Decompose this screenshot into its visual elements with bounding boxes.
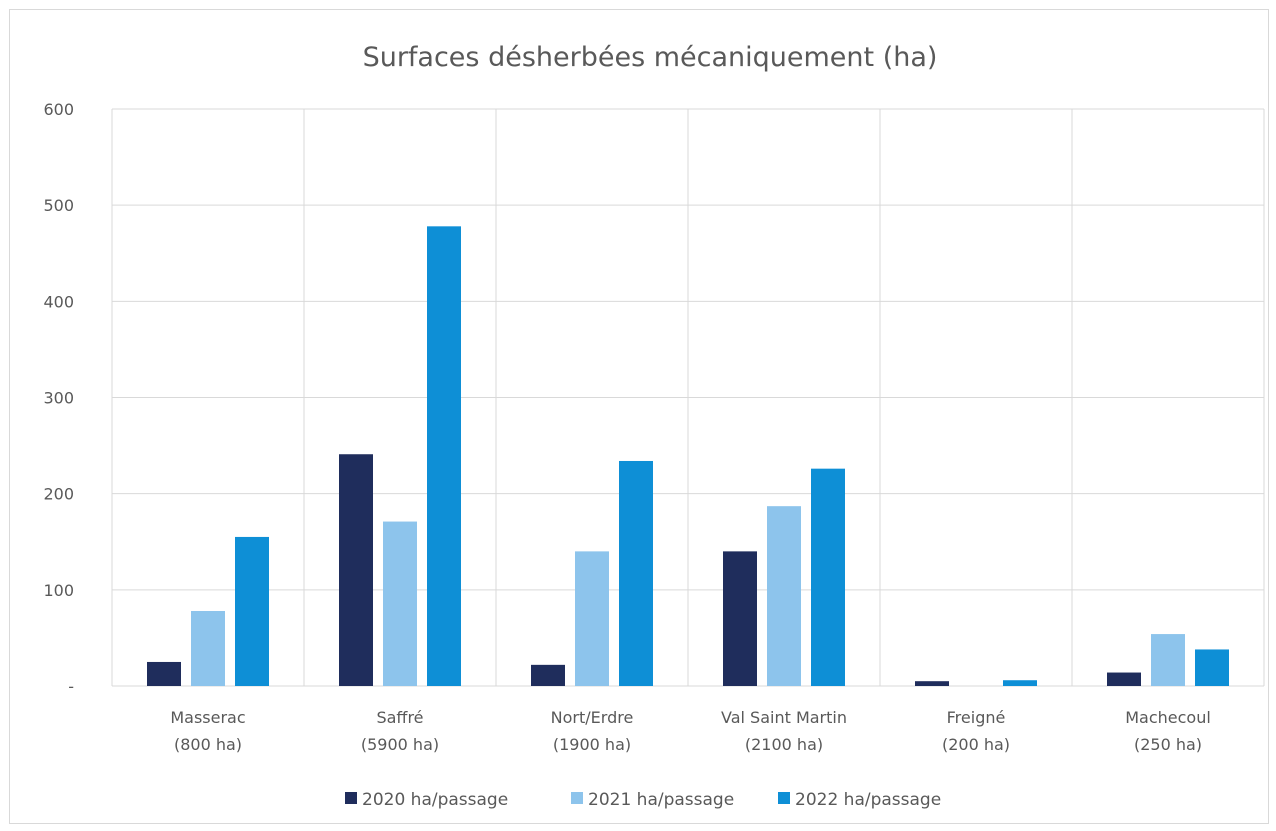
legend: 2020 ha/passage 2021 ha/passage 2022 ha/pa… [345, 790, 941, 810]
bar [339, 454, 373, 686]
x-tick-label: (800 ha) [174, 735, 242, 754]
bar [235, 536, 269, 686]
bars-layer [147, 226, 1229, 686]
x-tick-label: Val Saint Martin [721, 708, 847, 727]
x-tick-label: Masserac [170, 708, 245, 727]
y-tick-label: 400 [43, 292, 74, 311]
y-tick-label: 500 [43, 196, 74, 215]
chart-title: Surfaces désherbées mécaniquement (ha) [363, 42, 938, 73]
y-tick-label: 100 [43, 581, 74, 600]
bar [1151, 634, 1185, 686]
y-tick-label: 600 [43, 100, 74, 119]
legend-label: 2020 ha/passage [362, 790, 508, 810]
bar [1107, 672, 1141, 686]
y-tick-label: 200 [43, 485, 74, 504]
bar [619, 460, 653, 686]
x-tick-label: Freigné [947, 708, 1006, 727]
x-tick-label: (250 ha) [1134, 735, 1202, 754]
x-tick-label: Saffré [376, 708, 423, 727]
legend-swatch [778, 792, 790, 804]
x-tick-label: Nort/Erdre [551, 708, 634, 727]
chart-frame [9, 9, 1269, 824]
bar [575, 551, 609, 686]
legend-swatch [571, 792, 583, 804]
bar [191, 610, 225, 686]
bar [1195, 649, 1229, 686]
x-tick-label: (200 ha) [942, 735, 1010, 754]
legend-label: 2021 ha/passage [588, 790, 734, 810]
y-tick-label: - [68, 677, 74, 696]
bar [383, 521, 417, 686]
bar [915, 681, 949, 686]
bar [723, 551, 757, 686]
bar [531, 664, 565, 686]
x-tick-label: (1900 ha) [553, 735, 631, 754]
x-tick-label: Machecoul [1125, 708, 1211, 727]
bar [767, 506, 801, 686]
bar [811, 468, 845, 686]
x-tick-label: (2100 ha) [745, 735, 823, 754]
bar [1003, 680, 1037, 686]
grid-layer [111, 108, 1265, 687]
axis-layer: - 100 200 300 400 500 600 Masserac (800 ha) Saffr… [43, 100, 1210, 754]
x-tick-label: (5900 ha) [361, 735, 439, 754]
bar [147, 661, 181, 686]
legend-label: 2022 ha/passage [795, 790, 941, 810]
bar [427, 226, 461, 686]
legend-swatch [345, 792, 357, 804]
y-tick-label: 300 [43, 389, 74, 408]
